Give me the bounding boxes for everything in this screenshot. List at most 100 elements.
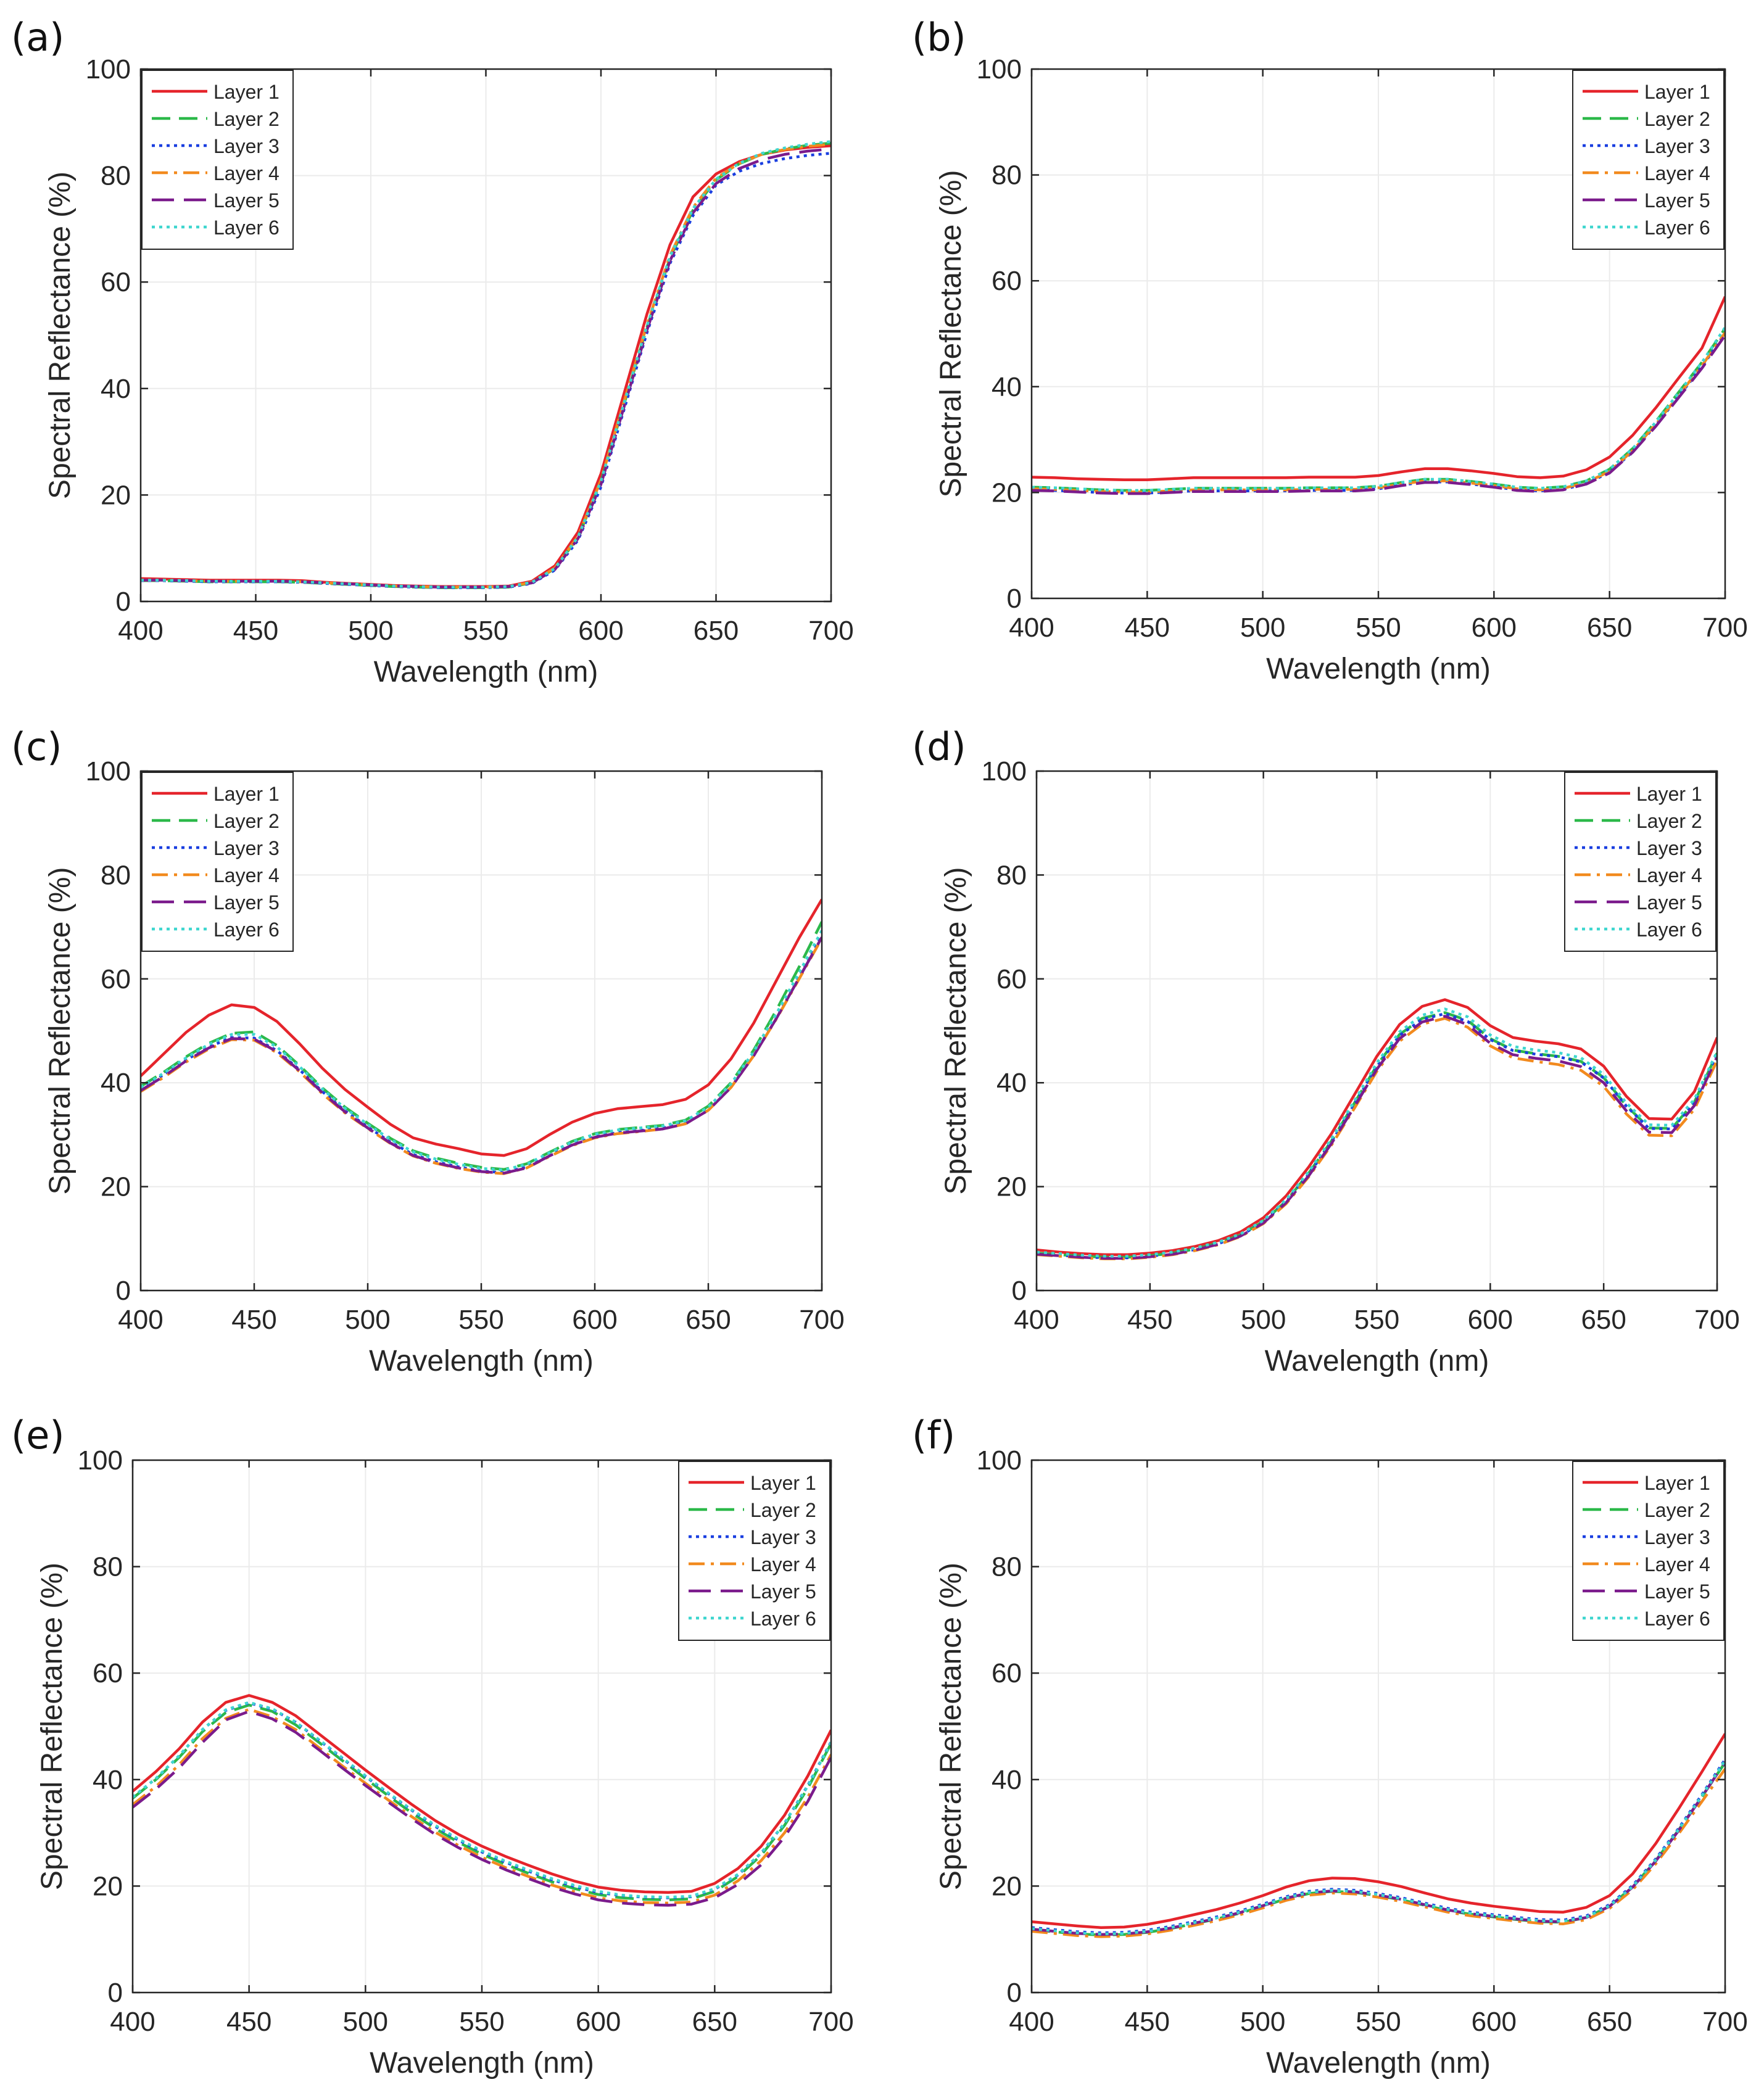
legend-label: Layer 4 (1644, 1553, 1710, 1576)
x-axis-label: Wavelength (nm) (1266, 2047, 1491, 2080)
y-axis-label: Spectral Reflectance (%) (36, 1563, 68, 1890)
legend-label: Layer 2 (1636, 810, 1702, 832)
y-tick-label: 80 (996, 860, 1027, 890)
y-tick-label: 20 (101, 1172, 131, 1202)
series-line-layer-1 (1032, 295, 1725, 482)
y-tick-label: 40 (992, 372, 1022, 402)
y-axis-label: Spectral Reflectance (%) (44, 171, 77, 499)
x-tick-label: 600 (576, 2007, 621, 2037)
x-tick-label: 450 (226, 2007, 271, 2037)
panel-label: (a) (11, 15, 64, 60)
legend-label: Layer 4 (213, 864, 280, 886)
x-tick-label: 400 (118, 1305, 163, 1335)
series-group (133, 1694, 831, 1907)
legend-box (678, 1461, 830, 1641)
x-tick-label: 400 (1014, 1305, 1059, 1335)
chart-panel-f: 400 450 500 550 600 650 700 0 20 40 60 80 100 Wavelen… (912, 1413, 1748, 2080)
panel-label: (d) (912, 724, 966, 769)
y-tick-label: 20 (992, 477, 1022, 508)
y-tick-label: 80 (93, 1552, 123, 1582)
legend: Layer 1 Layer 2 Layer 3 Layer 4 Layer 5 Layer… (141, 772, 294, 952)
y-tick-label: 60 (101, 964, 131, 994)
y-tick-label: 40 (992, 1765, 1022, 1795)
x-tick-label: 600 (1468, 1305, 1513, 1335)
y-tick-label: 20 (992, 1871, 1022, 1901)
x-tick-label: 700 (808, 616, 853, 646)
legend-box (1564, 772, 1716, 952)
series-group (1037, 998, 1717, 1260)
series-line-layer-1 (133, 1694, 831, 1894)
legend-label: Layer 5 (213, 189, 280, 212)
legend: Layer 1 Layer 2 Layer 3 Layer 4 Layer 5 Layer… (678, 1461, 830, 1641)
x-axis-label: Wavelength (nm) (369, 1345, 594, 1378)
x-tick-label: 650 (1581, 1305, 1626, 1335)
series-line-layer-1 (141, 898, 822, 1157)
y-tick-label: 40 (101, 374, 131, 404)
x-tick-label: 550 (1356, 2007, 1401, 2037)
x-tick-label: 500 (343, 2007, 388, 2037)
legend: Layer 1 Layer 2 Layer 3 Layer 4 Layer 5 Layer… (141, 70, 294, 250)
y-tick-label: 80 (992, 160, 1022, 191)
x-tick-label: 650 (685, 1305, 731, 1335)
legend-label: Layer 1 (1644, 81, 1710, 103)
y-tick-label: 100 (86, 756, 131, 787)
y-tick-label: 100 (977, 1445, 1022, 1476)
series-line-layer-1 (1037, 998, 1717, 1257)
series-group (1032, 295, 1725, 495)
y-tick-label: 80 (992, 1552, 1022, 1582)
x-tick-label: 600 (1472, 2007, 1517, 2037)
y-tick-label: 80 (101, 860, 131, 890)
legend-label: Layer 1 (213, 81, 280, 103)
legend-label: Layer 3 (750, 1526, 816, 1548)
x-tick-label: 650 (692, 2007, 737, 2037)
y-tick-label: 60 (93, 1658, 123, 1688)
legend-label: Layer 3 (213, 135, 280, 157)
y-tick-label: 20 (101, 480, 131, 510)
legend-label: Layer 5 (213, 891, 280, 914)
x-axis-label: Wavelength (nm) (374, 656, 598, 688)
series-group (141, 140, 831, 589)
legend-label: Layer 5 (1644, 189, 1710, 212)
x-tick-label: 500 (348, 616, 393, 646)
legend-label: Layer 4 (1644, 162, 1710, 184)
x-axis-label: Wavelength (nm) (370, 2047, 594, 2080)
chart-panel-a: 400 450 500 550 600 650 700 0 20 40 60 80 100 Wavelen… (11, 15, 854, 688)
y-tick-label: 40 (93, 1765, 123, 1795)
legend-label: Layer 4 (750, 1553, 816, 1576)
x-tick-label: 450 (1125, 613, 1170, 643)
legend-label: Layer 2 (1644, 1499, 1710, 1521)
y-axis-label: Spectral Reflectance (%) (935, 1563, 967, 1890)
series-line-layer-6 (141, 930, 822, 1171)
series-line-layer-2 (1032, 328, 1725, 492)
legend-label: Layer 6 (750, 1608, 816, 1630)
y-tick-label: 60 (996, 964, 1027, 994)
y-tick-label: 0 (108, 1978, 123, 2008)
x-tick-label: 550 (458, 1305, 503, 1335)
legend-label: Layer 6 (213, 919, 280, 941)
legend-label: Layer 1 (1644, 1472, 1710, 1494)
x-tick-label: 450 (1125, 2007, 1170, 2037)
series-line-layer-5 (133, 1710, 831, 1907)
series-line-layer-5 (1037, 1015, 1717, 1260)
x-tick-label: 550 (463, 616, 508, 646)
series-line-layer-5 (141, 147, 831, 589)
y-tick-label: 0 (116, 1276, 131, 1306)
legend-label: Layer 1 (213, 783, 280, 805)
y-axis-label: Spectral Reflectance (%) (44, 867, 77, 1195)
x-tick-label: 400 (1009, 2007, 1054, 2037)
legend-label: Layer 3 (1636, 837, 1702, 859)
legend-label: Layer 2 (213, 108, 280, 130)
legend-box (141, 70, 294, 250)
panel-label: (b) (912, 15, 966, 60)
y-tick-label: 0 (1012, 1276, 1027, 1306)
legend-box (1572, 1461, 1725, 1641)
legend-label: Layer 2 (213, 810, 280, 832)
x-tick-label: 650 (694, 616, 739, 646)
legend-label: Layer 6 (1636, 919, 1702, 941)
legend-label: Layer 6 (213, 217, 280, 239)
x-tick-label: 650 (1587, 613, 1632, 643)
x-tick-label: 550 (1354, 1305, 1399, 1335)
y-tick-label: 0 (116, 587, 131, 617)
series-line-layer-5 (1032, 1761, 1725, 1936)
legend-label: Layer 3 (1644, 135, 1710, 157)
